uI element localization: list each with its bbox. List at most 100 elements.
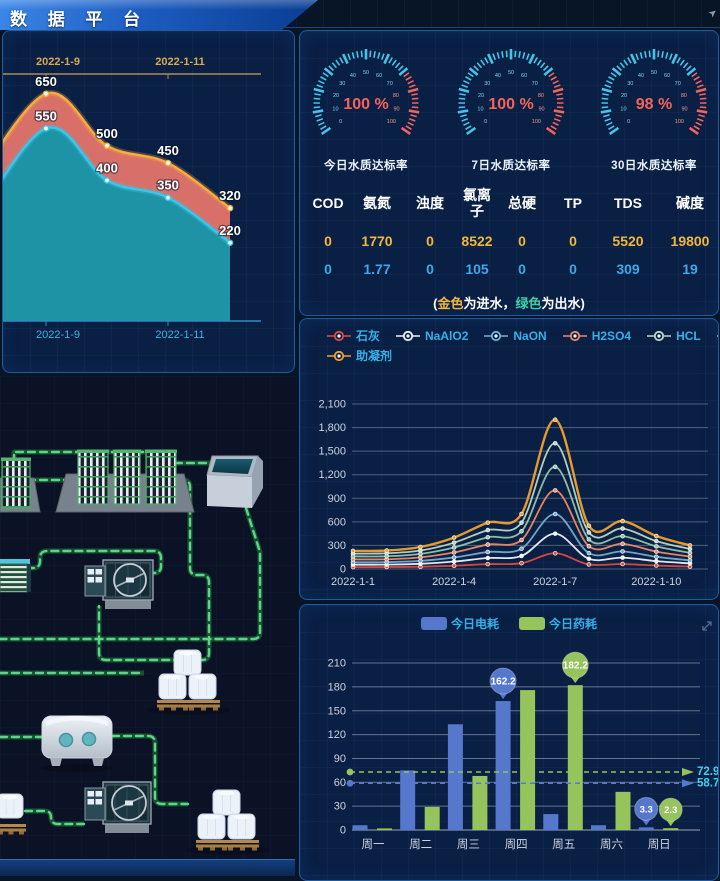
note-green: 绿色 xyxy=(515,296,542,311)
note-gold: 金色 xyxy=(437,296,464,311)
legend-swatch-icon xyxy=(519,617,545,630)
svg-text:162.2: 162.2 xyxy=(491,677,516,688)
cell: 0 xyxy=(518,233,526,249)
series-line-NaCLO xyxy=(352,465,691,558)
dosing-x-label: 2022-1-7 xyxy=(533,576,577,588)
point-label: 320 xyxy=(219,188,241,203)
avg-line-label: 58.74 xyxy=(697,777,718,789)
cell: 0 xyxy=(518,261,526,277)
legend-item-NaAlO2[interactable]: NaAlO2 xyxy=(395,329,468,343)
title-banner xyxy=(0,0,318,30)
clarifier-lower xyxy=(84,781,152,833)
svg-text:30: 30 xyxy=(627,81,633,87)
svg-text:80: 80 xyxy=(681,93,687,99)
legend-item-NaON[interactable]: NaON xyxy=(483,328,547,343)
dosing-cabinet xyxy=(0,559,31,593)
blower-unit xyxy=(41,715,113,773)
legend-marker-icon xyxy=(396,330,421,341)
svg-text:60: 60 xyxy=(521,73,527,79)
legend-label: 石灰 xyxy=(356,329,381,343)
table-row-outflow: 0 1.77 0 105 0 0 309 19 xyxy=(304,255,718,283)
legend-item-HCL[interactable]: HCL xyxy=(646,329,701,343)
cell: 0 xyxy=(324,261,332,277)
bar-今日药耗-周五 xyxy=(567,685,583,830)
dosing-y-label: 1,800 xyxy=(318,422,346,434)
bars-y-label: 210 xyxy=(328,658,346,670)
bars-x-label-0: 周一 xyxy=(362,838,385,851)
legend-swatch-icon xyxy=(420,617,447,630)
dosing-y-label: 300 xyxy=(328,540,346,552)
legend-item-NaCLO[interactable]: NaCLO xyxy=(716,329,718,343)
svg-text:100: 100 xyxy=(675,119,684,125)
svg-text:30: 30 xyxy=(339,81,345,87)
storage-tank xyxy=(206,455,263,508)
legend-label: 助凝剂 xyxy=(356,349,393,363)
facility-3d-map xyxy=(0,449,270,855)
series-line-HCL xyxy=(352,442,691,555)
intake-top-axis-label: 2022-1-9 xyxy=(36,56,80,68)
note-mid: 为进水， xyxy=(463,296,516,311)
bar-今日药耗-周四 xyxy=(520,690,536,830)
cell: 0 xyxy=(426,261,434,277)
svg-text:90: 90 xyxy=(393,106,399,112)
expand-icon[interactable] xyxy=(701,619,713,637)
intake-bottom-axis-label: 2022-1-11 xyxy=(155,329,204,341)
cell: 309 xyxy=(616,261,640,277)
bars-x-label-6: 周日 xyxy=(648,838,671,851)
legend-label: NaON xyxy=(513,328,547,343)
col-header-COD: COD xyxy=(312,194,344,211)
intake-bottom-axis-label: 2022-1-9 xyxy=(36,329,80,341)
legend-item-助凝剂[interactable]: 助凝剂 xyxy=(326,347,392,364)
gauge-label: 30日水质达标率 xyxy=(611,158,697,172)
svg-text:20: 20 xyxy=(621,93,627,99)
legend-marker-icon xyxy=(327,330,351,341)
cell: 5520 xyxy=(612,233,644,249)
svg-text:40: 40 xyxy=(638,73,644,79)
bar-今日药耗-周三 xyxy=(472,775,488,830)
svg-text:182.2: 182.2 xyxy=(563,661,588,672)
svg-text:100: 100 xyxy=(532,119,541,125)
legend-item-H2SO4[interactable]: H2SO4 xyxy=(562,329,631,343)
marker-pin-182.2: 182.2 xyxy=(561,651,589,684)
point-label: 350 xyxy=(157,178,179,193)
line-进水 xyxy=(3,91,231,210)
legend-marker-icon xyxy=(484,330,509,341)
bar-今日电耗-周三 xyxy=(447,724,463,830)
water-quality-panel: 0 10 20 30 40 50 60 70 80 90 100 100 % 今日水质达标率 0 10 20 3… xyxy=(299,30,719,316)
col-header-总硬: 总硬 xyxy=(508,194,536,211)
svg-text:20: 20 xyxy=(333,93,339,99)
bar-今日电耗-周一 xyxy=(352,825,368,830)
bars-y-label: 0 xyxy=(340,825,346,837)
bars-y-label: 30 xyxy=(334,801,346,813)
col-header-氯离子: 氯离子 xyxy=(463,186,491,219)
cell: 1770 xyxy=(361,233,393,249)
cell: 0 xyxy=(324,233,332,249)
legend-marker-icon xyxy=(327,350,351,361)
svg-text:60: 60 xyxy=(376,73,382,79)
legend-item-今日电耗[interactable]: 今日电耗 xyxy=(420,615,499,632)
dosing-trend-panel: 石灰 NaAlO2 NaON H2SO4 HCL NaCLO 助凝剂 0 300 600 900 1… xyxy=(299,318,719,600)
svg-text:80: 80 xyxy=(538,93,544,99)
legend-item-石灰[interactable]: 石灰 xyxy=(326,327,380,344)
cell: 0 xyxy=(569,233,577,249)
svg-text:0: 0 xyxy=(484,119,487,125)
line-出水 xyxy=(3,126,231,244)
cell: 1.77 xyxy=(363,261,391,277)
chemical-bags-lower xyxy=(186,789,270,855)
bars-x-label-5: 周六 xyxy=(600,838,623,851)
svg-text:80: 80 xyxy=(393,93,399,99)
note-close: 为出水) xyxy=(541,296,585,311)
bar-今日药耗-周日 xyxy=(663,828,679,830)
membrane-rack-small xyxy=(0,457,41,513)
dosing-y-label: 600 xyxy=(328,516,346,528)
corner-arrow-icon[interactable]: ➤ xyxy=(706,6,720,21)
intake-top-axis-label: 2022-1-11 xyxy=(155,56,205,68)
legend-label: H2SO4 xyxy=(591,328,632,343)
legend-item-今日药耗[interactable]: 今日药耗 xyxy=(519,615,597,632)
facility-bottom-strip xyxy=(0,859,295,876)
marker-pin-3.3: 3.3 xyxy=(634,796,659,826)
dosing-y-label: 1,200 xyxy=(318,469,346,481)
